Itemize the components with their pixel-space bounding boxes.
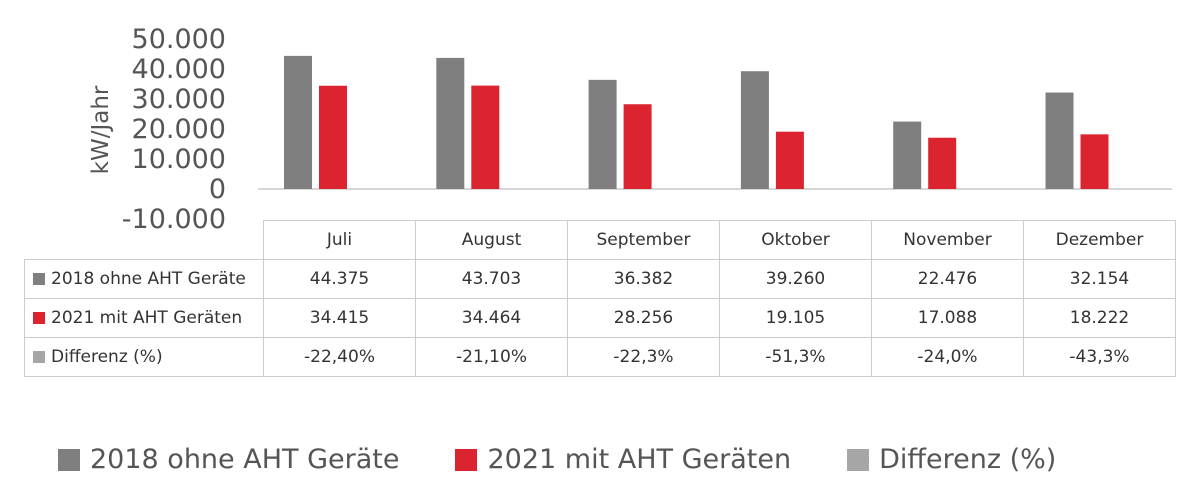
table-row-label: Differenz (%) (24, 337, 264, 377)
table-cell: 34.415 (263, 298, 416, 338)
bar-2018-juli (284, 55, 312, 189)
bar-2021-september (623, 104, 652, 189)
table-cell: 34.464 (415, 298, 568, 338)
bar-2018-september (588, 79, 617, 189)
legend-label-differenz: Differenz (%) (879, 444, 1057, 475)
series-name-2018: 2018 ohne AHT Geräte (51, 269, 246, 289)
table-header-august: August (415, 220, 568, 260)
table-cell: 32.154 (1023, 259, 1176, 299)
y-tick-label: 0 (209, 174, 226, 205)
legend-label-2021: 2021 mit AHT Geräten (487, 444, 792, 475)
legend-label-2018: 2018 ohne AHT Geräte (90, 444, 400, 475)
table-header-juli: Juli (263, 220, 416, 260)
series-swatch-differenz (33, 351, 45, 363)
table-cell: 39.260 (719, 259, 872, 299)
data-table: Juli August September Oktober November D… (24, 220, 1176, 377)
table-row-2018: 2018 ohne AHT Geräte 44.375 43.703 36.38… (24, 259, 1176, 299)
y-tick-label: 50.000 (132, 24, 226, 55)
table-header-november: November (871, 220, 1024, 260)
table-cell: 22.476 (871, 259, 1024, 299)
table-cell: -24,0% (871, 337, 1024, 377)
bar-2021-oktober (775, 131, 804, 189)
table-cell: -21,10% (415, 337, 568, 377)
table-cell: -22,40% (263, 337, 416, 377)
bar-2021-juli (319, 85, 347, 189)
series-swatch-2018 (33, 273, 45, 285)
bar-2021-november (928, 137, 957, 189)
bar-2018-oktober (740, 71, 769, 189)
bars (284, 55, 1109, 190)
y-tick-label: 20.000 (132, 114, 226, 145)
table-cell: -22,3% (567, 337, 720, 377)
bar-2021-dezember (1080, 134, 1109, 189)
bar-2018-dezember (1045, 92, 1074, 189)
legend-item-differenz: Differenz (%) (847, 444, 1056, 475)
table-row-label: 2018 ohne AHT Geräte (24, 259, 264, 299)
y-tick-label: 40.000 (132, 54, 226, 85)
table-cell: -51,3% (719, 337, 872, 377)
table-cell: 18.222 (1023, 298, 1176, 338)
table-cell: 19.105 (719, 298, 872, 338)
y-tick-label: 10.000 (132, 144, 226, 175)
legend-item-2018: 2018 ohne AHT Geräte (58, 444, 399, 475)
series-name-2021: 2021 mit AHT Geräten (51, 308, 243, 328)
table-row-label: 2021 mit AHT Geräten (24, 298, 264, 338)
bar-2021-august (471, 85, 500, 189)
table-cell: -43,3% (1023, 337, 1176, 377)
legend-swatch-2018 (58, 448, 80, 471)
table-corner (24, 220, 264, 260)
legend-item-2021: 2021 mit AHT Geräten (455, 444, 791, 475)
table-cell: 28.256 (567, 298, 720, 338)
series-swatch-2021 (33, 312, 45, 324)
table-header-september: September (567, 220, 720, 260)
legend-swatch-differenz (847, 448, 870, 471)
table-cell: 36.382 (567, 259, 720, 299)
legend: 2018 ohne AHT Geräte 2021 mit AHT Geräte… (58, 444, 1056, 475)
table-cell: 43.703 (415, 259, 568, 299)
table-header-dezember: Dezember (1023, 220, 1176, 260)
table-row-differenz: Differenz (%) -22,40% -21,10% -22,3% -51… (24, 337, 1176, 377)
legend-swatch-2021 (455, 448, 478, 471)
table-cell: 44.375 (263, 259, 416, 299)
table-row-2021: 2021 mit AHT Geräten 34.415 34.464 28.25… (24, 298, 1176, 338)
bar-2018-november (893, 121, 922, 189)
series-name-differenz: Differenz (%) (51, 347, 163, 367)
bar-2018-august (436, 57, 465, 190)
table-header-oktober: Oktober (719, 220, 872, 260)
y-tick-label: 30.000 (132, 84, 226, 115)
table-header-row: Juli August September Oktober November D… (24, 220, 1176, 260)
table-cell: 17.088 (871, 298, 1024, 338)
y-axis-label: kW/Jahr (88, 85, 114, 174)
